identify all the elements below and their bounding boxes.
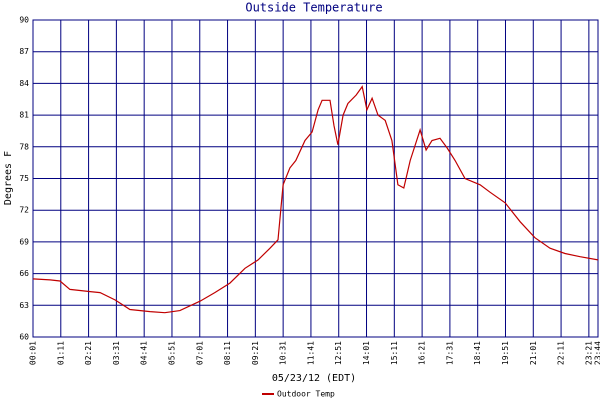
data-line [32, 85, 599, 314]
y-tick-label: 69 [19, 237, 29, 246]
x-tick-label: 23:44 [594, 341, 600, 365]
x-tick-label: 23:21 [584, 341, 593, 365]
x-tick-label: 17:31 [445, 341, 454, 365]
y-tick-label: 75 [19, 174, 29, 183]
x-tick-label: 22:11 [557, 341, 566, 365]
legend-label: Outdoor Temp [277, 390, 335, 399]
x-tick-label: 18:41 [473, 341, 482, 365]
x-tick-label: 04:41 [140, 341, 149, 365]
x-tick-label: 10:31 [279, 341, 288, 365]
x-tick-label: 16:21 [418, 341, 427, 365]
x-tick-label: 19:51 [501, 341, 510, 365]
x-tick-label: 05:51 [167, 341, 176, 365]
x-tick-label: 15:11 [390, 341, 399, 365]
x-tick-label: 00:01 [29, 341, 38, 365]
x-tick-label: 09:21 [251, 341, 260, 365]
x-tick-label: 08:11 [223, 341, 232, 365]
y-tick-label: 78 [19, 142, 29, 151]
x-tick-label: 01:11 [56, 341, 65, 365]
x-tick-label: 02:21 [84, 341, 93, 365]
y-axis-label: Degrees F [3, 151, 14, 205]
chart-title: Outside Temperature [245, 1, 382, 15]
y-tick-label: 63 [19, 301, 29, 310]
y-tick-label: 81 [19, 111, 29, 120]
y-tick-label: 66 [19, 269, 29, 278]
y-tick-label: 84 [19, 79, 29, 88]
y-tick-label: 60 [19, 333, 29, 342]
y-tick-label: 90 [19, 16, 29, 25]
x-tick-label: 14:01 [362, 341, 371, 365]
x-tick-label: 12:51 [334, 341, 343, 365]
x-axis-label: 05/23/12 (EDT) [272, 373, 356, 384]
x-tick-label: 21:01 [529, 341, 538, 365]
x-tick-label: 03:31 [112, 341, 121, 365]
x-tick-label: 11:41 [306, 341, 315, 365]
y-tick-label: 72 [19, 206, 29, 215]
y-tick-label: 87 [19, 47, 29, 56]
x-tick-label: 07:01 [195, 341, 204, 365]
